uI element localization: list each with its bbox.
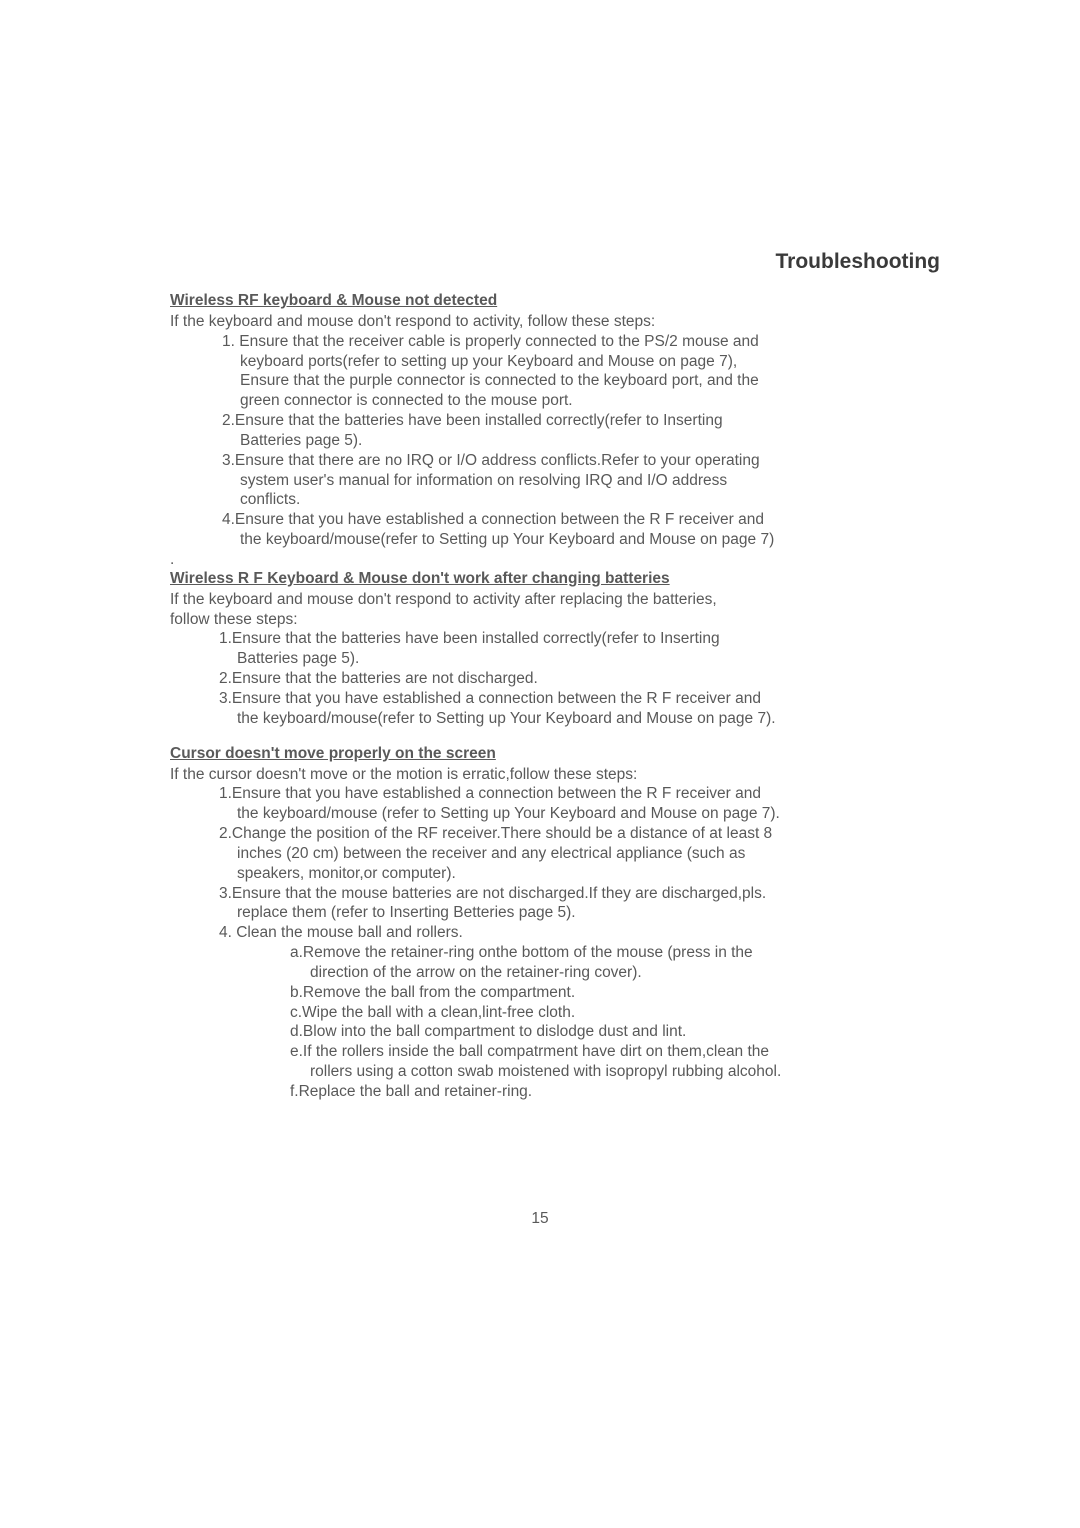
s3-item4: 4. Clean the mouse ball and rollers. bbox=[188, 923, 950, 943]
s3-item2-line2: inches (20 cm) between the receiver and … bbox=[170, 844, 950, 864]
s2-item3-line2: the keyboard/mouse(refer to Setting up Y… bbox=[170, 709, 950, 729]
s1-item3-line2: system user's manual for information on … bbox=[170, 471, 950, 491]
s3-sub-f: f.Replace the ball and retainer-ring. bbox=[188, 1082, 950, 1102]
s3-sub-e-line1: e.If the rollers inside the ball compatr… bbox=[188, 1042, 950, 1062]
s3-sub-c: c.Wipe the ball with a clean,lint-free c… bbox=[188, 1003, 950, 1023]
s2-item2-line1: 2.Ensure that the batteries are not disc… bbox=[188, 669, 950, 689]
s3-item2-line3: speakers, monitor,or computer). bbox=[170, 864, 950, 884]
s3-sub-a-line2: direction of the arrow on the retainer-r… bbox=[170, 963, 950, 983]
s3-item1-line2: the keyboard/mouse (refer to Setting up … bbox=[170, 804, 950, 824]
s2-item1-line1: 1.Ensure that the batteries have been in… bbox=[188, 629, 950, 649]
section1-intro: If the keyboard and mouse don't respond … bbox=[170, 312, 950, 332]
s3-item3-line2: replace them (refer to Inserting Betteri… bbox=[170, 903, 950, 923]
s2-item3-line1: 3.Ensure that you have established a con… bbox=[188, 689, 950, 709]
s1-item4-line2: the keyboard/mouse(refer to Setting up Y… bbox=[170, 530, 950, 550]
page-number: 15 bbox=[0, 1210, 1080, 1228]
s3-sub-b: b.Remove the ball from the compartment. bbox=[188, 983, 950, 1003]
s1-item2-line1: 2.Ensure that the batteries have been in… bbox=[188, 411, 950, 431]
s1-item4-line1: 4.Ensure that you have established a con… bbox=[188, 510, 950, 530]
section2-intro-a: If the keyboard and mouse don't respond … bbox=[170, 590, 950, 610]
s3-sub-d: d.Blow into the ball compartment to disl… bbox=[188, 1022, 950, 1042]
s1-item2-line2: Batteries page 5). bbox=[170, 431, 950, 451]
s1-item3-line3: conflicts. bbox=[170, 490, 950, 510]
section2-intro-b: follow these steps: bbox=[170, 610, 950, 630]
s1-item1-line2: keyboard ports(refer to setting up your … bbox=[170, 352, 950, 372]
s1-item1-line1: 1. Ensure that the receiver cable is pro… bbox=[188, 332, 950, 352]
s3-sub-e-line2: rollers using a cotton swab moistened wi… bbox=[170, 1062, 950, 1082]
s3-sub-a-line1: a.Remove the retainer-ring onthe bottom … bbox=[188, 943, 950, 963]
s3-item3-line1: 3.Ensure that the mouse batteries are no… bbox=[188, 884, 950, 904]
section2-heading: Wireless R F Keyboard & Mouse don't work… bbox=[170, 570, 950, 588]
section3-intro: If the cursor doesn't move or the motion… bbox=[170, 765, 950, 785]
s2-item1-line2: Batteries page 5). bbox=[170, 649, 950, 669]
stray-dot: . bbox=[170, 550, 950, 570]
s1-item1-line4: green connector is connected to the mous… bbox=[170, 391, 950, 411]
section3-heading: Cursor doesn't move properly on the scre… bbox=[170, 745, 950, 763]
s1-item3-line1: 3.Ensure that there are no IRQ or I/O ad… bbox=[188, 451, 950, 471]
s3-item2-line1: 2.Change the position of the RF receiver… bbox=[188, 824, 950, 844]
page-title: Troubleshooting bbox=[170, 250, 950, 274]
s3-item1-line1: 1.Ensure that you have established a con… bbox=[188, 784, 950, 804]
s1-item1-line3: Ensure that the purple connector is conn… bbox=[170, 371, 950, 391]
section1-heading: Wireless RF keyboard & Mouse not detecte… bbox=[170, 292, 950, 310]
